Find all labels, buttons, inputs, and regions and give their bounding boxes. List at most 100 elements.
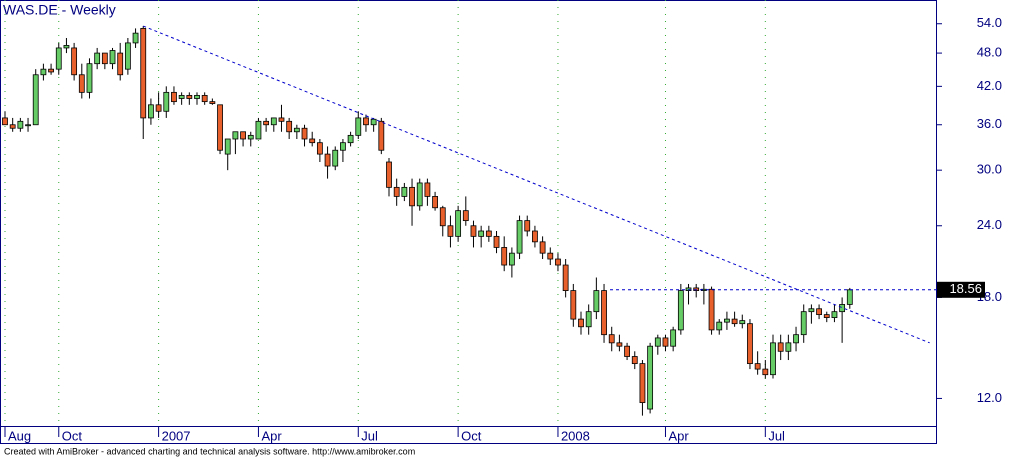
candle-body (455, 210, 462, 237)
candle-body (416, 182, 423, 207)
candle-body (386, 161, 392, 188)
candle-body (101, 52, 108, 65)
candle-body (163, 91, 170, 112)
candle-body (616, 342, 623, 347)
candle-body (124, 42, 131, 70)
candle-body (48, 68, 54, 73)
candle-body (194, 95, 200, 99)
candle-body (94, 52, 101, 65)
candle-body (393, 186, 400, 197)
candle-body (478, 230, 485, 237)
candle-body (155, 104, 162, 112)
candle-body (631, 356, 638, 365)
candle-body (601, 290, 607, 336)
candle-body (324, 153, 331, 167)
candle-body (816, 308, 822, 316)
candle-body (347, 134, 354, 144)
x-tick-label: Apr (668, 428, 689, 443)
x-tick-label: 2008 (561, 428, 590, 443)
candle-body (171, 91, 177, 103)
candle-body (439, 207, 446, 227)
candle-body (685, 287, 692, 292)
candle-body (278, 117, 285, 122)
candle-body (508, 252, 515, 266)
candle-body (363, 117, 369, 126)
candle-body (86, 63, 93, 93)
candle-body (731, 318, 738, 325)
candle-body (762, 368, 769, 376)
candle-body (539, 241, 546, 254)
candle-body (316, 142, 323, 155)
candle-body (255, 120, 262, 140)
candle-body (524, 220, 531, 232)
candle-body (270, 117, 277, 126)
candle-body (693, 287, 700, 292)
candle-body (532, 230, 538, 243)
candle-body (224, 138, 231, 155)
candle-body (55, 47, 62, 70)
candle-body (785, 342, 792, 352)
candle-body (793, 334, 799, 344)
candle-body (708, 288, 715, 331)
candle-body (662, 337, 669, 347)
x-tick-label: Apr (261, 428, 282, 443)
candle-body (332, 149, 339, 167)
y-tick-label: 42.0 (977, 78, 1002, 93)
candle-body (9, 124, 16, 129)
candle-body (32, 74, 39, 126)
candle-body (831, 311, 838, 318)
y-tick-label: 30.0 (977, 162, 1002, 177)
candle-body (355, 117, 362, 136)
candle-body (670, 329, 677, 347)
candle-body (71, 47, 78, 76)
candle-body (724, 318, 730, 323)
x-tick-label: 2007 (162, 428, 191, 443)
candle-body (839, 304, 846, 313)
candle-body (293, 127, 300, 133)
candle-body (247, 134, 254, 140)
candle-body (770, 342, 776, 376)
y-tick-label: 48.0 (977, 45, 1002, 60)
footer: Created with AmiBroker - advanced charti… (4, 446, 415, 456)
candle-body (823, 314, 830, 318)
candle-body (186, 95, 193, 99)
candle-body (2, 117, 8, 126)
candle-body (846, 289, 853, 305)
candle-body (470, 225, 477, 237)
candle-body (378, 120, 385, 151)
candle-body (370, 118, 377, 126)
candle-body (432, 196, 438, 209)
candle-body (570, 290, 577, 320)
y-tick-label: 54.0 (977, 15, 1002, 30)
candle-body (178, 95, 185, 99)
candle-body (647, 345, 654, 410)
candle-body (409, 186, 415, 207)
y-tick-label: 36.0 (977, 116, 1002, 131)
candle-body (340, 142, 346, 151)
chart-title: WAS.DE - Weekly (3, 2, 116, 18)
candle-body (747, 323, 753, 365)
x-axis-frame (0, 426, 937, 444)
candle-body (40, 68, 47, 76)
candle-body (17, 120, 24, 129)
candle-body (485, 230, 492, 237)
candle-body (654, 337, 661, 347)
candle-body (608, 334, 615, 344)
candle-body (462, 210, 469, 222)
candle-body (201, 95, 208, 103)
candle-body (547, 252, 554, 260)
candle-body (555, 258, 561, 266)
candle-body (624, 345, 630, 357)
x-tick-label: Jul (361, 428, 378, 443)
candle-body (263, 120, 270, 126)
candle-body (301, 127, 308, 140)
candle-body (78, 74, 85, 93)
candle-body (501, 247, 508, 266)
candle-body (424, 182, 431, 197)
y-tick-label: 12.0 (977, 390, 1002, 405)
candle-body (140, 27, 147, 119)
x-tick-label: Oct (62, 428, 83, 443)
candle-body (593, 290, 600, 313)
